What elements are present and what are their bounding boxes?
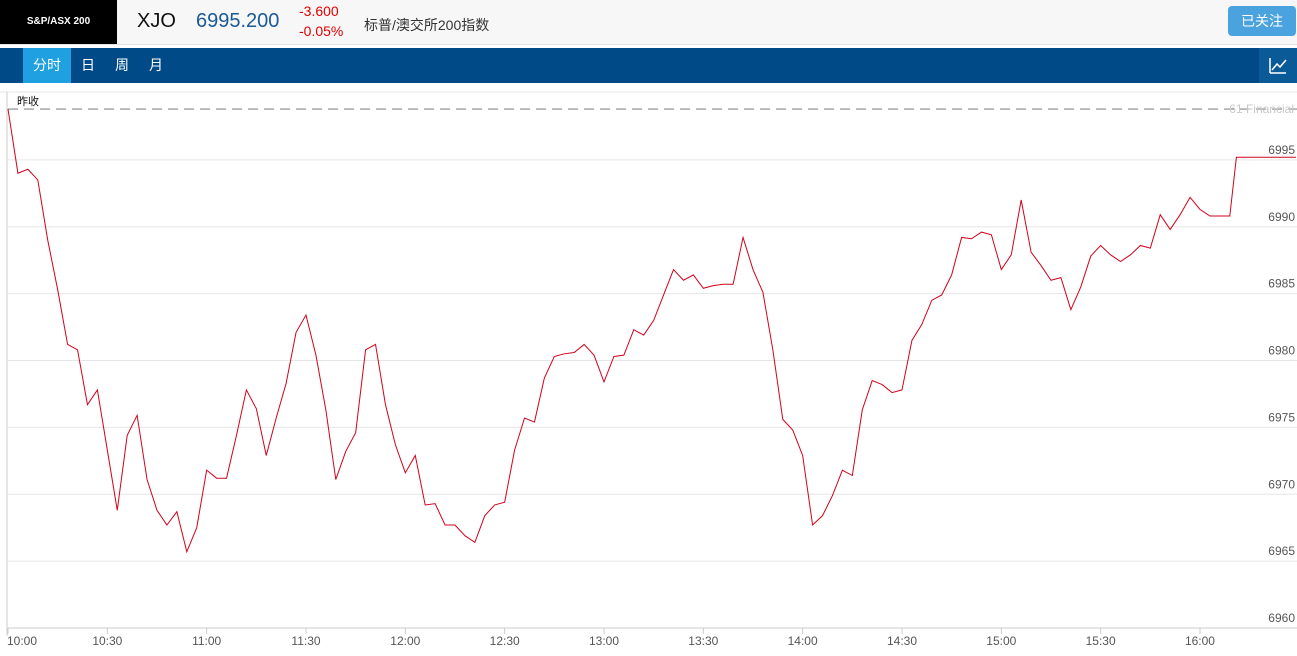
y-tick-label: 6985 bbox=[1268, 277, 1295, 291]
logo: S&P/ASX 200 bbox=[0, 0, 117, 44]
tab[interactable]: 周 bbox=[115, 57, 129, 73]
price-line bbox=[7, 108, 1296, 554]
chart-type-button[interactable] bbox=[1259, 48, 1297, 83]
x-tick-label: 13:00 bbox=[589, 634, 619, 648]
x-tick-label: 14:30 bbox=[887, 634, 917, 648]
change-pct: -0.05% bbox=[299, 23, 344, 39]
x-tick-label: 12:30 bbox=[490, 634, 520, 648]
tab[interactable]: 月 bbox=[149, 57, 163, 73]
x-tick-label: 10:00 bbox=[7, 634, 37, 648]
y-tick-label: 6965 bbox=[1268, 544, 1295, 558]
y-tick-label: 6990 bbox=[1268, 210, 1295, 224]
y-tick-label: 6970 bbox=[1268, 477, 1295, 491]
y-tick-label: 6960 bbox=[1268, 611, 1295, 625]
price: 6995.200 bbox=[196, 10, 280, 32]
symbol: XJO bbox=[137, 10, 176, 32]
chart-icon bbox=[1269, 58, 1287, 74]
change: -3.600 bbox=[299, 3, 339, 19]
tab[interactable]: 日 bbox=[81, 57, 95, 73]
x-tick-label: 12:00 bbox=[390, 634, 420, 648]
y-tick-label: 6975 bbox=[1268, 410, 1295, 424]
nav-bar: 分时 日 周 月 bbox=[0, 48, 1297, 83]
y-tick-label: 6980 bbox=[1268, 344, 1295, 358]
chart: 6960 6965 6970 6975 6980 6985 6990 6995 10:00 10:… bbox=[0, 91, 1297, 648]
x-tick-label: 11:00 bbox=[192, 634, 221, 648]
y-tick-label: 6995 bbox=[1268, 143, 1295, 157]
x-tick-label: 13:30 bbox=[688, 634, 718, 648]
follow-button[interactable]: 已关注 bbox=[1228, 6, 1296, 36]
reference-label: 昨收 bbox=[17, 94, 39, 108]
watermark: 61 Financial bbox=[1229, 102, 1294, 116]
x-tick-label: 14:00 bbox=[788, 634, 818, 648]
tab[interactable]: 分时 bbox=[23, 48, 71, 83]
x-tick-label: 15:30 bbox=[1086, 634, 1116, 648]
header: S&P/ASX 200 XJO 6995.200 -3.600 -0.05% 标… bbox=[0, 0, 1297, 45]
x-tick-label: 10:30 bbox=[92, 634, 122, 648]
index-name: 标普/澳交所200指数 bbox=[364, 17, 490, 33]
x-tick-label: 11:30 bbox=[291, 634, 320, 648]
x-tick-label: 15:00 bbox=[986, 634, 1016, 648]
x-tick-label: 16:00 bbox=[1185, 634, 1215, 648]
